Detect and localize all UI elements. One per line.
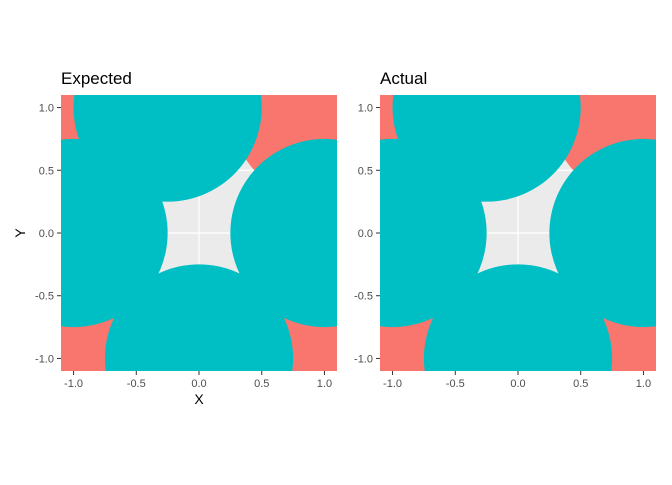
circle-mark-series-2-4 <box>104 264 294 371</box>
x-tick-label: 1.0 <box>636 378 651 390</box>
circle-mark-series-2-4 <box>423 264 613 371</box>
x-tick-label: 0.0 <box>510 378 525 390</box>
circle-mark-series-2-2 <box>230 138 337 328</box>
x-axis-title: X <box>194 391 204 407</box>
y-tick-label: 1.0 <box>39 103 54 115</box>
circle-mark-series-2-3 <box>61 138 168 328</box>
x-tick-label: 0.5 <box>573 378 588 390</box>
y-tick-label: 0.5 <box>39 165 54 177</box>
y-tick-label: 0.5 <box>358 165 373 177</box>
data-layer <box>61 95 337 371</box>
y-tick-label: -1.0 <box>354 353 373 365</box>
y-tick-label: 1.0 <box>358 103 373 115</box>
y-tick-label: -1.0 <box>35 353 54 365</box>
x-tick-label: 1.0 <box>317 378 332 390</box>
chart-panel-2: -1.0 -0.5 0.0 0.5 1.0 -1.0 -0.5 0.0 0.5 1.0 Actual <box>354 69 656 390</box>
circle-mark-series-2-2 <box>549 138 656 328</box>
x-tick-label: -1.0 <box>64 378 83 390</box>
circle-mark-series-2-3 <box>380 138 487 328</box>
x-tick-label: 0.5 <box>254 378 269 390</box>
y-axis-title: Y <box>12 228 28 238</box>
x-tick-label: -1.0 <box>383 378 402 390</box>
x-tick-label: -0.5 <box>446 378 465 390</box>
x-tick-label: -0.5 <box>127 378 146 390</box>
panel-title: Expected <box>61 69 132 88</box>
chart-panel-1: -1.0 -0.5 0.0 0.5 1.0 -1.0 -0.5 0.0 0.5 1.0 Expect… <box>12 69 337 407</box>
y-tick-label: -0.5 <box>354 291 373 303</box>
y-tick-label: -0.5 <box>35 291 54 303</box>
y-tick-label: 0.0 <box>39 228 54 240</box>
panel-title: Actual <box>380 69 427 88</box>
data-layer <box>380 95 656 371</box>
y-tick-label: 0.0 <box>358 228 373 240</box>
x-tick-label: 0.0 <box>191 378 206 390</box>
